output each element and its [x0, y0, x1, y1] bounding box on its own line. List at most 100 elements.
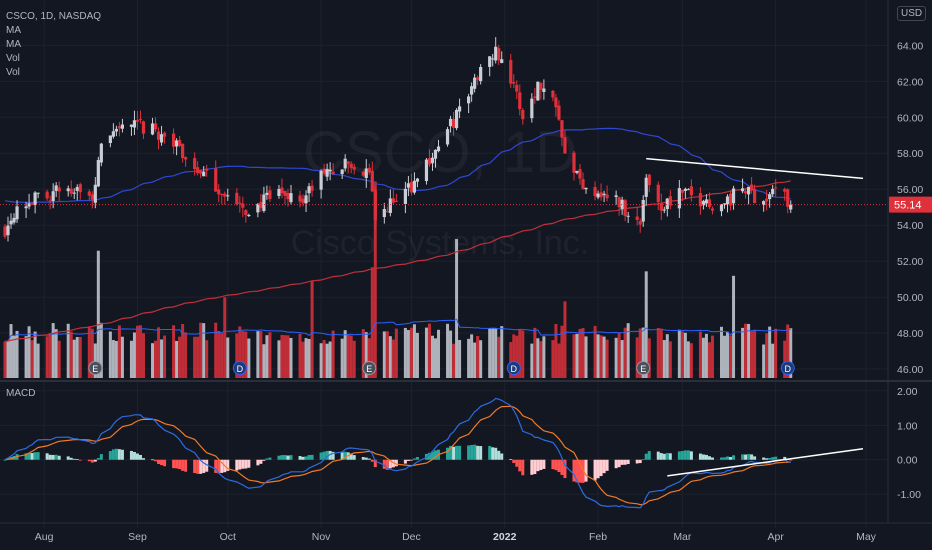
candle-body	[310, 185, 314, 191]
candle-body	[701, 201, 706, 206]
candle-body	[740, 188, 745, 192]
volume-bar	[340, 338, 344, 378]
candle	[178, 136, 182, 148]
macd-hist-bar	[536, 459, 540, 472]
candle-body	[382, 209, 386, 218]
macd-hist-bar	[51, 454, 55, 460]
candle-body	[283, 190, 287, 196]
volume-bar	[665, 334, 669, 378]
price-axis-tick: 52.00	[897, 256, 923, 268]
macd-hist-bar	[352, 455, 356, 460]
candle	[740, 178, 745, 194]
candle	[15, 200, 19, 223]
macd-hist-bar	[117, 449, 121, 460]
candle-body	[220, 194, 224, 196]
candle-body	[722, 203, 727, 205]
candle	[415, 177, 420, 188]
candle	[656, 181, 660, 210]
macd-hist-bar	[500, 453, 504, 460]
ma-legend-2[interactable]: MA	[6, 39, 21, 50]
candle	[129, 124, 134, 136]
candle-body	[494, 46, 498, 61]
volume-bar	[117, 325, 121, 378]
volume-bar	[90, 328, 94, 378]
time-axis-tick: May	[856, 531, 877, 543]
macd-hist-bar	[141, 458, 145, 460]
volume-ma-line	[4, 318, 791, 342]
volume-bar	[455, 239, 459, 378]
macd-hist-bar	[99, 454, 103, 460]
macd-hist-bar	[596, 459, 600, 479]
macd-hist-bar	[605, 459, 609, 471]
macd-legend[interactable]: MACD	[6, 388, 36, 399]
candle	[24, 201, 28, 219]
candle	[448, 115, 453, 133]
candle	[659, 193, 663, 221]
volume-bar	[467, 338, 471, 378]
price-axis-tick: 60.00	[897, 112, 923, 124]
dividend-marker-letter: D	[511, 364, 518, 374]
macd-hist-bar	[226, 459, 230, 471]
candle	[701, 199, 706, 210]
volume-bar	[135, 325, 139, 378]
candle	[108, 135, 112, 148]
macd-hist-bar	[33, 452, 37, 460]
candle-body	[241, 203, 245, 208]
candle-body	[265, 192, 269, 195]
volume-bar	[138, 325, 142, 378]
candle-body	[111, 131, 115, 137]
candle-body	[539, 82, 543, 90]
price-axis-tick: 46.00	[897, 364, 923, 376]
macd-hist-bar	[455, 445, 459, 460]
macd-hist-bar	[415, 457, 419, 460]
candle-body	[707, 199, 712, 207]
candle-body	[762, 201, 766, 205]
macd-hist-bar	[771, 457, 775, 460]
volume-bar	[488, 328, 492, 378]
candle-body	[626, 215, 630, 217]
candle-body	[599, 192, 603, 198]
ma-legend-1[interactable]: MA	[6, 25, 21, 36]
volume-bar	[434, 338, 437, 378]
macd-axis-tick: -1.00	[897, 489, 921, 501]
candle	[373, 187, 377, 230]
macd-hist-bar	[193, 459, 197, 474]
volume-bar	[765, 333, 769, 378]
macd-hist-bar	[256, 459, 260, 466]
macd-hist-bar	[307, 455, 311, 460]
vol-legend-1[interactable]: Vol	[6, 53, 20, 64]
macd-hist-bar	[3, 459, 7, 461]
candle-body	[473, 77, 477, 89]
candle	[593, 181, 597, 201]
symbol-legend[interactable]: CSCO, 1D, NASDAQ	[6, 11, 102, 22]
macd-hist-bar	[470, 444, 474, 460]
macd-hist-bar	[765, 458, 769, 460]
volume-bar	[51, 323, 55, 378]
candle	[226, 188, 230, 201]
candle	[677, 180, 681, 218]
candle	[223, 191, 227, 205]
macd-hist-bar	[723, 457, 727, 460]
candle	[3, 224, 7, 239]
volume-bar	[403, 327, 407, 378]
candle-body	[750, 184, 754, 191]
candle	[479, 64, 483, 85]
macd-hist-bar	[244, 459, 248, 469]
candle-body	[647, 174, 651, 186]
time-axis-tick: Aug	[35, 531, 54, 543]
candle	[114, 125, 118, 137]
currency-badge[interactable]: USD	[897, 6, 927, 21]
macd-hist-bar	[220, 459, 224, 473]
volume-bar	[427, 323, 431, 378]
candle-body	[584, 187, 588, 190]
macd-hist-bar	[409, 459, 413, 461]
volume-bar	[199, 322, 203, 378]
candle	[457, 98, 462, 119]
volume-bar	[256, 331, 260, 378]
candles	[3, 37, 793, 242]
vol-legend-2[interactable]: Vol	[6, 67, 20, 78]
price-axis-tick: 50.00	[897, 292, 923, 304]
candle	[99, 142, 103, 167]
candle	[605, 185, 609, 202]
